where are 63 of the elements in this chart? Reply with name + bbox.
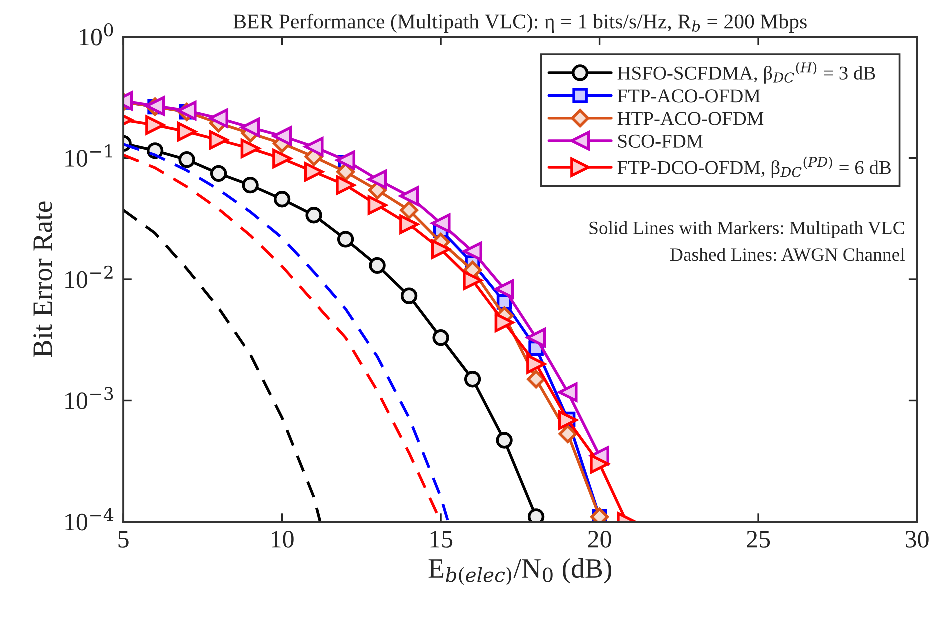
point: [526, 328, 546, 348]
point: [240, 138, 260, 158]
point: [400, 288, 418, 304]
y-tick-label: 10$^{0}$: [80, 23, 114, 46]
y-tick-label: 10$^{−3}$: [66, 387, 114, 410]
point: [306, 207, 322, 224]
point: [336, 150, 356, 170]
point: [210, 165, 228, 182]
chart-title: BER Performance (Multipath VLC): η = 1 bits/s/Hz, R$_{b}$ = 200 Mbps: [234, 14, 807, 33]
line-series: [124, 208, 322, 522]
point: [368, 170, 388, 190]
y-tick-label: 10$^{−4}$: [66, 508, 114, 531]
point: [431, 240, 451, 260]
x-tick-label: 15: [430, 531, 453, 548]
annotation: Solid Lines with Markers: Multipath VLC: [590, 221, 904, 238]
x-axis-title: E$_{b(elec)}$/N$_{0}$ (dB): [428, 558, 612, 586]
point: [463, 270, 483, 290]
x-tick-label: 10: [272, 531, 294, 548]
point: [431, 214, 451, 234]
point: [336, 176, 356, 196]
y-tick-label: 10$^{−1}$: [66, 144, 112, 167]
point: [146, 116, 166, 136]
x-tick-label: 30: [906, 531, 929, 548]
legend-label: HSFO-SCFDMA, β$_{DC}$$^{(H)}$ = 3 dB: [618, 62, 876, 84]
y-tick-label: 10$^{−2}$: [66, 266, 113, 288]
point: [558, 424, 578, 444]
point: [590, 454, 610, 474]
point: [496, 432, 513, 449]
point: [432, 330, 450, 346]
x-tick-label: 20: [588, 531, 612, 548]
point: [400, 186, 420, 206]
point: [369, 257, 386, 274]
point: [274, 191, 291, 208]
point: [558, 382, 578, 402]
point: [400, 214, 420, 234]
legend-label: HTP-ACO-OFDM: [618, 112, 764, 126]
point: [526, 354, 546, 374]
point: [209, 130, 229, 150]
point: [178, 152, 196, 168]
point: [527, 370, 546, 389]
point: [304, 137, 324, 157]
point: [400, 201, 419, 220]
x-tick-label: 5: [118, 531, 129, 548]
point: [177, 122, 197, 142]
point: [272, 126, 292, 146]
point: [272, 149, 292, 169]
point: [337, 231, 354, 248]
x-tick-label: 25: [747, 531, 770, 548]
annotation: Dashed Lines: AWGN Channel: [670, 248, 905, 262]
legend-label: FTP-ACO-OFDM: [618, 90, 760, 103]
point: [494, 313, 514, 332]
point: [240, 118, 260, 138]
legend-label: SCO-FDM: [618, 134, 704, 148]
point: [494, 280, 514, 300]
point: [368, 196, 388, 216]
point: [304, 162, 324, 182]
point: [242, 177, 259, 194]
point: [336, 162, 356, 182]
y-axis-title: Bit Error Rate: [34, 202, 52, 358]
legend-label: FTP-DCO-OFDM, β$_{DC}$$^{(PD)}$ = 6 dB: [618, 156, 891, 178]
point: [209, 108, 229, 128]
point: [464, 371, 482, 388]
point: [463, 242, 483, 262]
